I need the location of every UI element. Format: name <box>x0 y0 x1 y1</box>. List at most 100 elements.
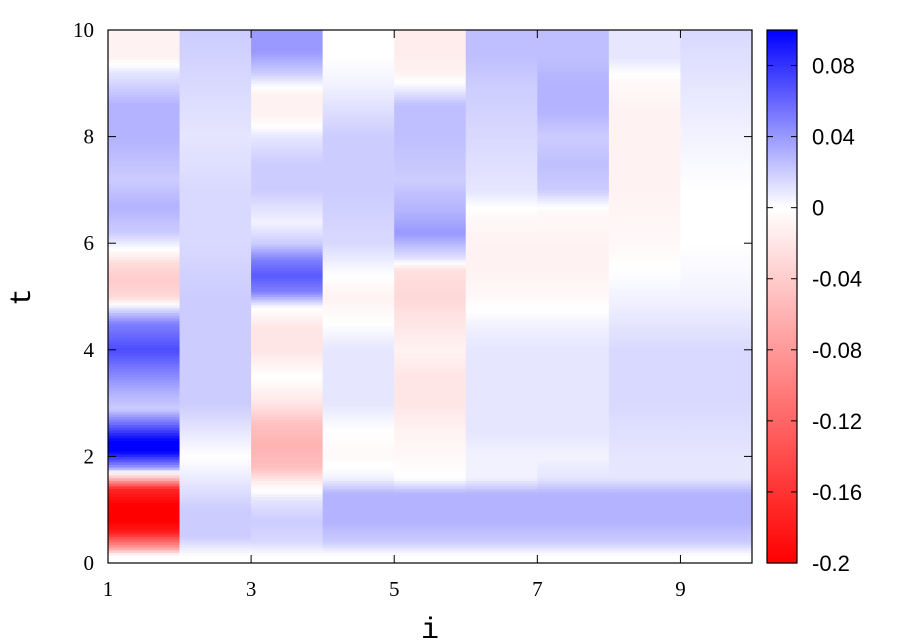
heatmap-cell <box>108 176 181 180</box>
heatmap-cell <box>394 328 467 332</box>
heatmap-cell <box>608 341 682 346</box>
heatmap-cell <box>537 357 610 362</box>
colorbar-segment <box>767 223 797 227</box>
colorbar-segment <box>767 265 797 269</box>
heatmap-cell <box>108 517 181 521</box>
heatmap-cell <box>179 107 252 111</box>
colorbar-segment <box>767 445 797 449</box>
heatmap-cell <box>322 413 395 418</box>
heatmap-cell <box>322 213 395 218</box>
heatmap-cell <box>322 512 395 516</box>
heatmap-cell <box>680 80 753 84</box>
colorbar-segment <box>767 216 797 220</box>
heatmap-cell <box>322 531 395 535</box>
heatmap-cell <box>179 429 252 434</box>
heatmap-cell <box>108 157 181 162</box>
heatmap-cell <box>465 440 538 444</box>
heatmap-cell <box>537 93 610 98</box>
heatmap-cell <box>394 517 467 521</box>
heatmap-cell <box>537 493 610 497</box>
heatmap-cell <box>394 437 467 442</box>
heatmap-cell <box>394 30 467 34</box>
colorbar-segment <box>767 203 797 207</box>
heatmap-cell <box>251 443 324 447</box>
heatmap-cell <box>608 30 682 34</box>
x-tick-label: 9 <box>675 577 686 601</box>
heatmap-cell <box>680 211 753 215</box>
heatmap-cell <box>251 459 324 463</box>
heatmap-cell <box>465 131 538 135</box>
colorbar-segment <box>767 409 797 413</box>
heatmap-cell <box>465 56 538 60</box>
heatmap-cell <box>251 339 324 343</box>
heatmap-cell <box>465 283 538 287</box>
heatmap-cell <box>251 547 324 551</box>
heatmap-cell <box>322 427 395 431</box>
heatmap-cell <box>537 248 610 252</box>
heatmap-cell <box>537 499 610 503</box>
heatmap-cell <box>179 411 252 415</box>
heatmap-cell <box>322 72 395 76</box>
heatmap-cell <box>680 104 753 108</box>
heatmap-cell <box>394 240 467 244</box>
heatmap-cell <box>465 320 538 324</box>
heatmap-cell <box>394 301 467 306</box>
heatmap-cell <box>179 541 252 545</box>
colorbar-segment <box>767 392 797 395</box>
heatmap-cell <box>465 155 538 159</box>
heatmap-cell <box>608 459 682 463</box>
colorbar-segment <box>767 67 797 71</box>
heatmap-cell <box>465 30 538 34</box>
heatmap-cell <box>179 43 252 47</box>
heatmap-cell <box>108 181 181 186</box>
heatmap-cell <box>179 339 252 343</box>
heatmap-cell <box>680 464 753 468</box>
heatmap-cell <box>608 152 682 156</box>
heatmap-cell <box>251 107 324 111</box>
heatmap-cell <box>322 104 395 108</box>
colorbar-segment <box>767 538 797 542</box>
heatmap-cell <box>322 349 395 354</box>
heatmap-cell <box>108 293 181 298</box>
heatmap-cell <box>179 555 252 559</box>
heatmap-cell <box>537 104 610 108</box>
heatmap-cell <box>680 123 753 127</box>
heatmap-cell <box>322 139 395 143</box>
heatmap-cell <box>608 261 682 266</box>
heatmap-cell <box>608 176 682 180</box>
colorbar-segment <box>767 54 797 58</box>
colorbar-segment <box>767 47 797 51</box>
heatmap-cell <box>108 296 181 300</box>
heatmap-cell <box>394 115 467 119</box>
y-tick-label: 8 <box>84 125 95 149</box>
heatmap-cell <box>608 187 682 191</box>
heatmap-cell <box>394 493 467 497</box>
heatmap-cell <box>108 69 181 74</box>
heatmap-cell <box>465 493 538 497</box>
colorbar-segment <box>767 143 797 147</box>
heatmap-cell <box>680 360 753 364</box>
heatmap-cell <box>251 115 324 119</box>
heatmap-cell <box>322 173 395 178</box>
heatmap-cell <box>251 549 324 553</box>
heatmap-cell <box>322 163 395 167</box>
heatmap-cell <box>608 373 682 378</box>
heatmap-cell <box>322 488 395 492</box>
heatmap-cell <box>322 189 395 194</box>
heatmap-cell <box>465 237 538 242</box>
colorbar-segment <box>767 225 797 229</box>
colorbar-segment <box>767 32 797 36</box>
heatmap-cell <box>179 75 252 79</box>
heatmap-cell <box>322 389 395 394</box>
heatmap-cell <box>179 557 252 561</box>
heatmap-cell <box>680 317 753 322</box>
heatmap-cell <box>465 328 538 332</box>
heatmap-cell <box>465 197 538 202</box>
colorbar-segment <box>767 240 797 244</box>
colorbar-segment <box>767 423 797 426</box>
heatmap-cell <box>394 83 467 87</box>
heatmap-cell <box>608 56 682 60</box>
colorbar-segment <box>767 207 797 211</box>
heatmap-cell <box>322 240 395 244</box>
heatmap-cell <box>465 133 538 138</box>
